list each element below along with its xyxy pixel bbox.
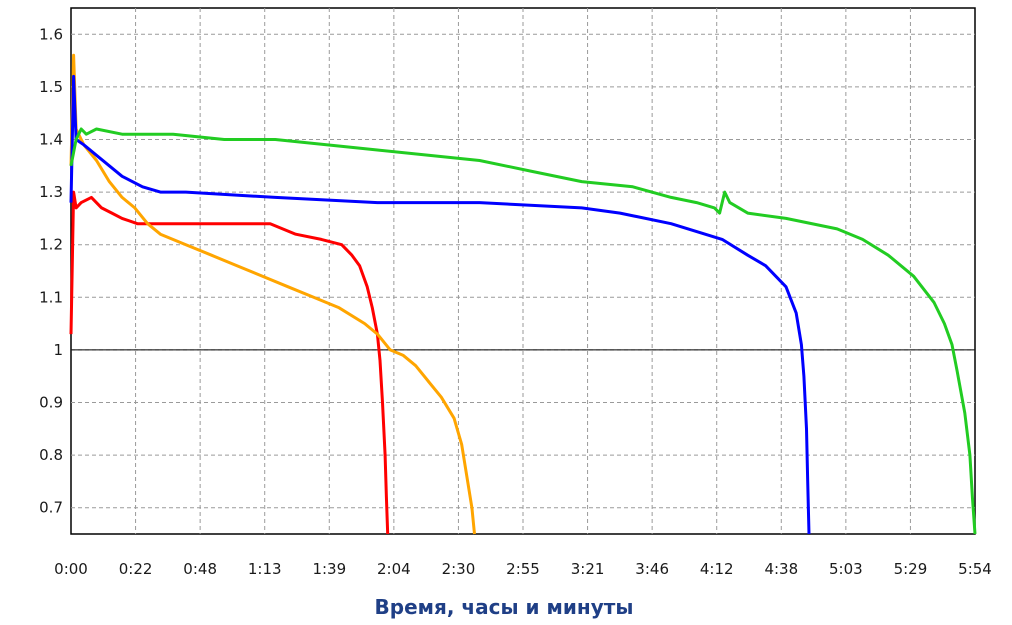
x-tick-label: 3:21 (571, 560, 605, 578)
x-tick-label: 4:38 (764, 560, 798, 578)
x-tick-label: 2:04 (377, 560, 411, 578)
y-axis-ticks: 0.7 0.8 0.9 1 1.1 1.2 1.3 1.4 1.5 1.6 (39, 25, 63, 516)
x-tick-label: 5:29 (894, 560, 928, 578)
y-tick-label: 1.5 (39, 78, 63, 96)
series-line-3 (69, 74, 811, 535)
x-tick-label: 1:39 (312, 560, 346, 578)
y-tick-label: 1.1 (39, 288, 63, 306)
y-tick-label: 1.4 (39, 131, 63, 149)
y-tick-label: 1 (53, 341, 63, 359)
series-line-1 (69, 190, 390, 535)
y-tick-label: 1.2 (39, 236, 63, 254)
x-tick-label: 0:22 (119, 560, 153, 578)
x-tick-label: 0:00 (54, 560, 88, 578)
series-group (69, 53, 977, 535)
grid (71, 8, 975, 534)
x-tick-label: 2:55 (506, 560, 540, 578)
y-tick-label: 0.8 (39, 446, 63, 464)
x-tick-label: 3:46 (635, 560, 669, 578)
y-tick-label: 1.3 (39, 183, 63, 201)
x-tick-label: 0:48 (183, 560, 217, 578)
x-tick-label: 5:54 (958, 560, 992, 578)
y-tick-label: 1.6 (39, 25, 63, 43)
series-line-4 (69, 127, 977, 535)
x-axis-ticks: 0:00 0:22 0:48 1:13 1:39 2:04 2:30 2:55 3:21 3:46… (54, 560, 992, 578)
x-tick-label: 1:13 (248, 560, 282, 578)
x-axis-label: Время, часы и минуты (375, 595, 634, 619)
x-tick-label: 2:30 (442, 560, 476, 578)
y-tick-label: 0.7 (39, 499, 63, 517)
y-tick-label: 0.9 (39, 394, 63, 412)
x-tick-label: 4:12 (700, 560, 734, 578)
x-tick-label: 5:03 (829, 560, 863, 578)
series-line-2 (69, 53, 476, 535)
